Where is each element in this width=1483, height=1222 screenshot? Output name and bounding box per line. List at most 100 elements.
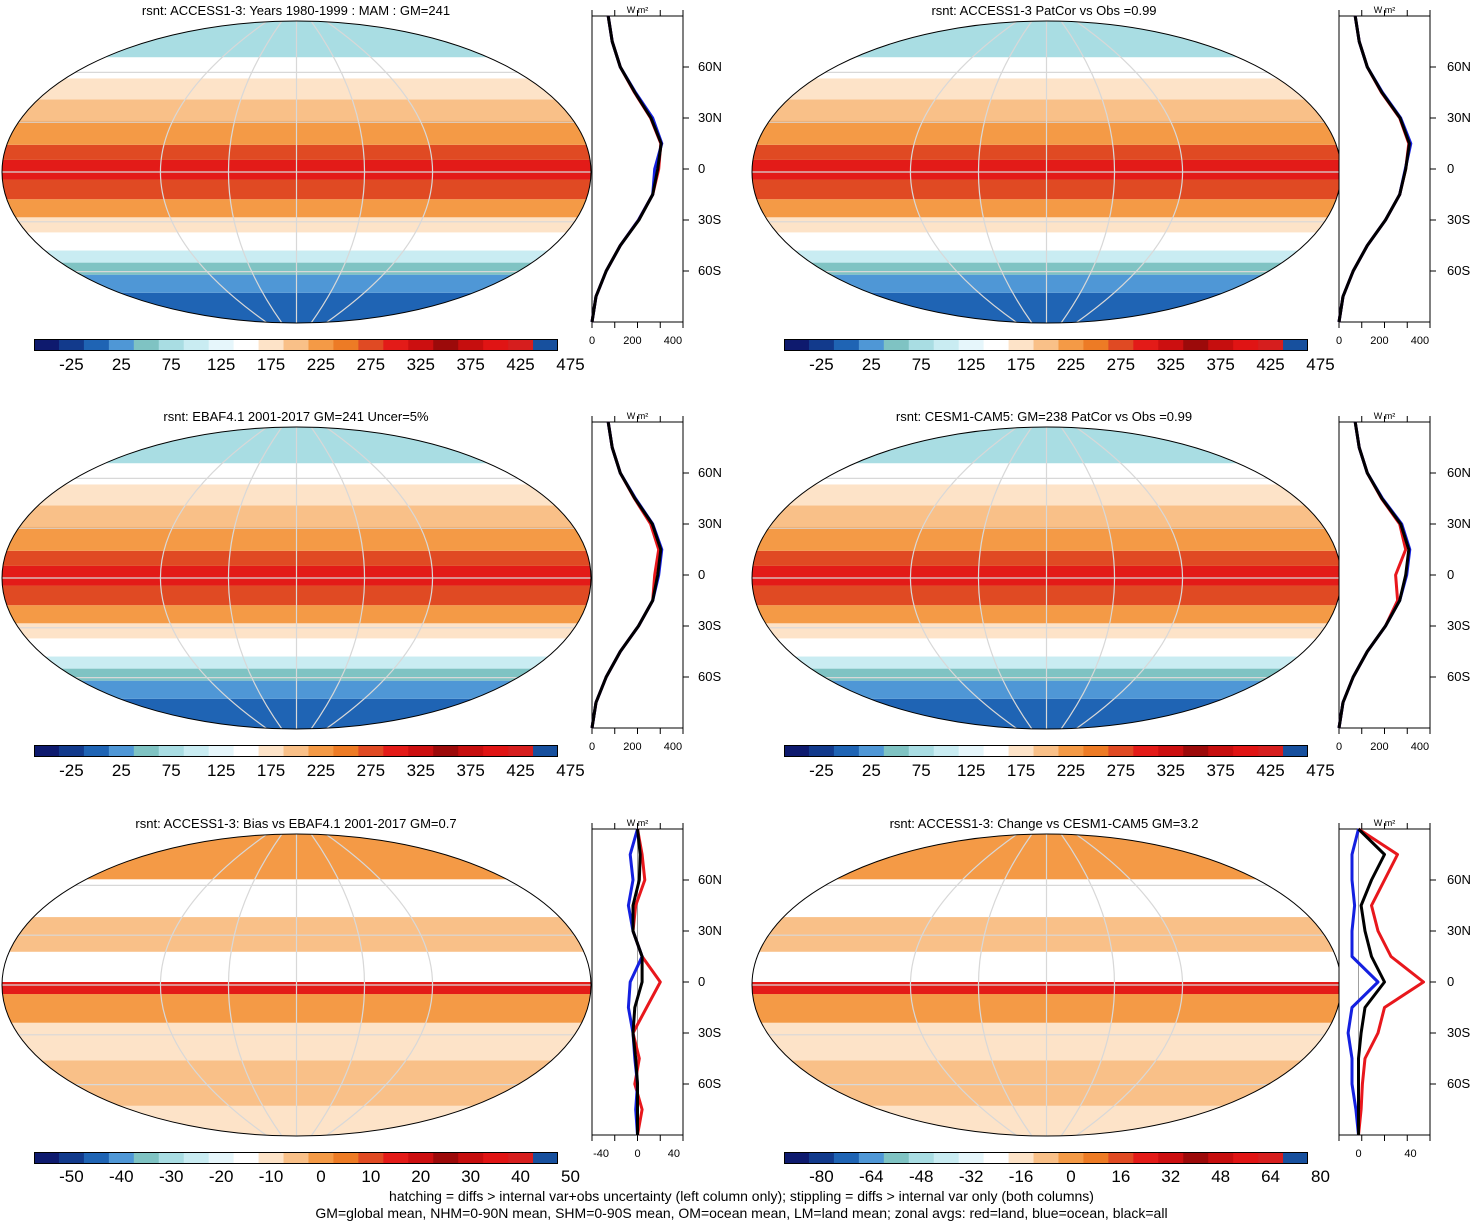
colorbar-swatch xyxy=(258,1152,285,1164)
latitude-tick-label: 0 xyxy=(698,567,706,582)
panel-5-colorbar xyxy=(34,1152,558,1164)
panel-5-title: rsnt: ACCESS1-3: Bias vs EBAF4.1 2001-20… xyxy=(135,816,457,831)
colorbar-swatch xyxy=(258,339,285,351)
latitude-tick-label: 30N xyxy=(698,923,722,938)
colorbar-swatch xyxy=(208,1152,235,1164)
colorbar-swatch xyxy=(408,1152,434,1164)
colorbar-swatch xyxy=(808,339,835,351)
zonal-x-tick-label: 200 xyxy=(1370,335,1388,347)
latitude-tick-label: 30S xyxy=(698,618,722,633)
colorbar-swatch xyxy=(133,339,160,351)
colorbar-swatch xyxy=(483,745,509,757)
latitude-tick-label: 60N xyxy=(1447,465,1471,480)
colorbar-swatch xyxy=(983,339,1010,351)
colorbar-tick-label: -25 xyxy=(809,355,834,374)
colorbar-swatch xyxy=(1058,339,1084,351)
colorbar-tick-label: -25 xyxy=(59,761,84,780)
zonal-all-line xyxy=(631,828,644,1135)
colorbar-tick-label: 275 xyxy=(1106,355,1136,374)
colorbar-swatch xyxy=(458,339,484,351)
zonal-x-tick-label: 0 xyxy=(1336,335,1342,347)
colorbar-tick-label: -20 xyxy=(208,1167,234,1186)
colorbar-swatch xyxy=(533,339,558,351)
colorbar-swatch xyxy=(1108,339,1134,351)
latitude-tick-label: 30S xyxy=(1447,212,1471,227)
colorbar-swatch xyxy=(433,1152,459,1164)
colorbar-tick-label: 275 xyxy=(356,355,386,374)
panel-1-map xyxy=(1,20,592,324)
colorbar-swatch xyxy=(933,339,960,351)
latitude-tick-label: 30N xyxy=(698,516,722,531)
colorbar-tick-label: 325 xyxy=(1156,761,1185,780)
colorbar-tick-label: 125 xyxy=(206,761,236,780)
colorbar-tick-label: 0 xyxy=(1066,1167,1076,1186)
colorbar-tick-label: 225 xyxy=(1056,761,1086,780)
colorbar-swatch xyxy=(283,339,309,351)
panel-1-title: rsnt: ACCESS1-3: Years 1980-1999 : MAM :… xyxy=(141,3,451,18)
colorbar-swatch xyxy=(883,339,910,351)
colorbar-swatch xyxy=(158,745,185,757)
colorbar-swatch xyxy=(808,745,835,757)
colorbar-tick-label: 275 xyxy=(356,761,386,780)
panel-4-title: rsnt: CESM1-CAM5: GM=238 PatCor vs Obs =… xyxy=(895,409,1193,424)
latitude-tick-label: 60N xyxy=(698,872,722,887)
colorbar-tick-label: 30 xyxy=(461,1167,481,1186)
colorbar-swatch xyxy=(1058,1152,1084,1164)
colorbar-swatch xyxy=(183,1152,210,1164)
colorbar-swatch xyxy=(1258,339,1284,351)
colorbar-tick-label: 425 xyxy=(1256,355,1285,374)
zonal-land-line xyxy=(1357,827,1425,1136)
colorbar-swatch xyxy=(508,745,534,757)
colorbar-swatch xyxy=(1233,745,1259,757)
latitude-tick-label: 60N xyxy=(698,59,722,74)
colorbar-swatch xyxy=(83,1152,110,1164)
colorbar-tick-label: 32 xyxy=(1161,1167,1181,1186)
latitude-tick-label: 0 xyxy=(1447,567,1455,582)
zonal-unit-label: W m² xyxy=(1374,411,1396,421)
panel-6-zonal-plot: W m² 0 40 xyxy=(1338,818,1436,1160)
colorbar-tick-label: 225 xyxy=(306,355,336,374)
colorbar-swatch xyxy=(83,339,110,351)
colorbar-swatch xyxy=(784,339,810,351)
colorbar-tick-label: 25 xyxy=(861,355,881,374)
colorbar-swatch xyxy=(908,1152,935,1164)
colorbar-swatch xyxy=(958,1152,985,1164)
zonal-x-tick-label: 40 xyxy=(1404,1148,1416,1160)
colorbar-swatch xyxy=(1008,339,1035,351)
zonal-x-tick-label: 0 xyxy=(589,335,595,347)
panel-2-title: rsnt: ACCESS1-3 PatCor vs Obs =0.99 xyxy=(931,3,1157,18)
colorbar-tick-label: 375 xyxy=(456,355,485,374)
latitude-tick-label: 60S xyxy=(698,263,722,278)
colorbar-tick-label: -50 xyxy=(59,1167,84,1186)
colorbar-tick-label: 325 xyxy=(1156,355,1185,374)
colorbar-swatch xyxy=(408,745,434,757)
latitude-tick-label: 0 xyxy=(1447,161,1455,176)
colorbar-swatch xyxy=(1083,745,1109,757)
panel-2-colorbar xyxy=(784,339,1308,351)
colorbar-swatch xyxy=(108,745,135,757)
colorbar-swatch xyxy=(1283,339,1308,351)
colorbar-swatch xyxy=(983,745,1010,757)
latitude-tick-label: 0 xyxy=(698,974,706,989)
colorbar-swatch xyxy=(933,1152,960,1164)
colorbar-tick-label: 25 xyxy=(111,761,131,780)
latitude-tick-label: 0 xyxy=(698,161,706,176)
colorbar-swatch xyxy=(383,339,409,351)
colorbar-swatch xyxy=(358,339,384,351)
colorbar-tick-label: 475 xyxy=(556,761,585,780)
latitude-tick-label: 30S xyxy=(1447,1025,1471,1040)
colorbar-tick-label: 20 xyxy=(411,1167,431,1186)
colorbar-tick-label: 425 xyxy=(506,761,535,780)
panel-4-map xyxy=(751,426,1342,730)
colorbar-tick-label: -64 xyxy=(859,1167,884,1186)
colorbar-swatch xyxy=(1058,745,1084,757)
colorbar-tick-label: 125 xyxy=(956,355,986,374)
zonal-unit-label: W m² xyxy=(1374,818,1396,828)
colorbar-swatch xyxy=(83,745,110,757)
colorbar-tick-label: 40 xyxy=(511,1167,531,1186)
colorbar-tick-label: 225 xyxy=(306,761,336,780)
colorbar-swatch xyxy=(1258,1152,1284,1164)
latitude-tick-label: 0 xyxy=(1447,974,1455,989)
colorbar-swatch xyxy=(833,339,860,351)
colorbar-tick-label: 175 xyxy=(1006,761,1036,780)
